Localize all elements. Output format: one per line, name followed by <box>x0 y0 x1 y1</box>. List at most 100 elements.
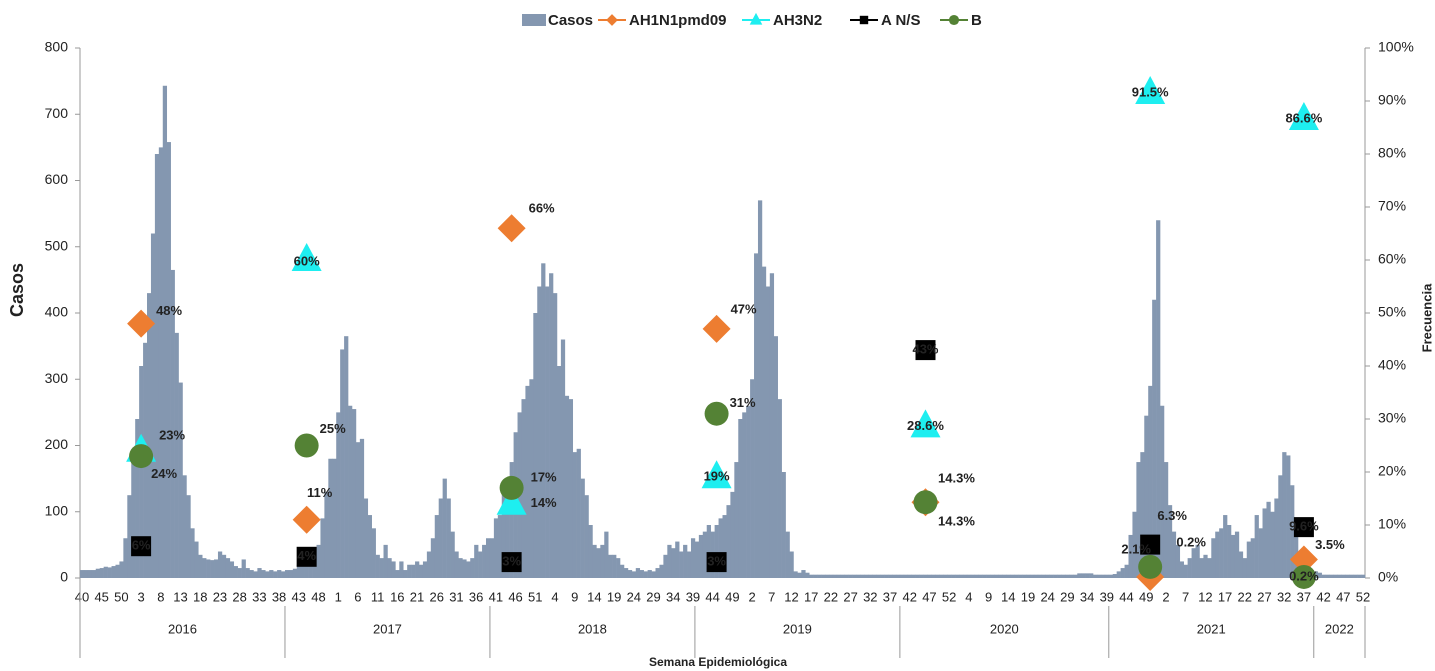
x-group-label: 2018 <box>578 621 607 636</box>
x-tick-label: 42 <box>902 589 916 604</box>
bar <box>651 571 656 578</box>
bar <box>351 409 357 578</box>
bar <box>1163 462 1169 578</box>
x-tick-label: 17 <box>804 589 818 604</box>
marker <box>913 490 938 515</box>
bar <box>647 570 652 578</box>
legend-label: B <box>971 12 982 29</box>
bar <box>458 558 463 578</box>
bar <box>127 495 132 578</box>
bar <box>1116 571 1121 578</box>
bar <box>840 574 845 578</box>
data-label: 66% <box>529 201 555 216</box>
bar <box>83 570 89 578</box>
bar <box>604 531 609 578</box>
bar <box>1108 574 1114 578</box>
bar <box>154 154 160 578</box>
bar <box>139 366 144 578</box>
bar <box>1286 455 1291 578</box>
x-tick-label: 29 <box>646 589 660 604</box>
bar <box>1353 574 1358 578</box>
bar <box>1274 498 1279 578</box>
marker <box>1291 564 1316 589</box>
x-group-label: 2021 <box>1197 621 1226 636</box>
bar <box>545 286 550 578</box>
x-tick-label: 49 <box>725 589 739 604</box>
data-label: 17% <box>531 469 557 484</box>
bar <box>911 574 916 578</box>
bar <box>612 554 617 578</box>
legend-label: AH1N1pmd09 <box>629 12 727 29</box>
bar <box>1167 505 1173 578</box>
bar <box>1219 528 1224 578</box>
data-label: 23% <box>159 428 185 443</box>
bar <box>249 570 254 578</box>
bar <box>1037 574 1043 578</box>
bar <box>194 541 199 578</box>
bar <box>726 505 731 578</box>
bar <box>1179 561 1184 578</box>
bar <box>1124 564 1129 578</box>
marker <box>496 486 527 515</box>
bar <box>754 253 759 578</box>
bar <box>596 548 601 578</box>
x-tick-label: 17 <box>1218 589 1232 604</box>
bar <box>340 349 345 578</box>
bar <box>809 574 814 578</box>
bar <box>734 462 739 578</box>
bar <box>497 515 503 578</box>
bar <box>675 541 680 578</box>
y2-tick-label: 40% <box>1378 357 1406 373</box>
bar <box>273 571 278 578</box>
legend-label: AH3N2 <box>773 12 822 29</box>
bar <box>355 442 361 578</box>
bar <box>107 567 112 578</box>
bar <box>907 574 913 578</box>
bar <box>1120 568 1125 578</box>
x-tick-label: 52 <box>1356 589 1370 604</box>
x-tick-label: 39 <box>1100 589 1114 604</box>
bar <box>1069 574 1074 578</box>
bar <box>742 412 747 578</box>
bar <box>1100 574 1106 578</box>
bar <box>864 574 869 578</box>
bar <box>399 561 404 578</box>
bar <box>442 478 447 578</box>
bar <box>998 574 1003 578</box>
marker <box>1289 545 1318 574</box>
bar <box>363 498 369 578</box>
x-tick-label: 26 <box>429 589 443 604</box>
bar <box>935 574 940 578</box>
y-tick-label: 0 <box>60 569 68 585</box>
bar <box>769 273 775 578</box>
bar <box>462 559 467 578</box>
x-axis-title: Semana Epidemiológica <box>649 655 787 669</box>
bar <box>797 572 802 578</box>
bar <box>553 293 558 578</box>
bar <box>300 559 305 578</box>
x-tick-label: 24 <box>1040 589 1054 604</box>
bar <box>1104 574 1110 578</box>
data-label: 11% <box>307 485 333 500</box>
bar <box>1148 385 1153 578</box>
x-tick-label: 24 <box>627 589 641 604</box>
bar <box>580 478 585 578</box>
data-label: 28.6% <box>907 418 944 433</box>
bar <box>454 551 459 578</box>
bar <box>1242 558 1248 578</box>
bar <box>147 293 152 578</box>
marker <box>701 460 732 489</box>
bar <box>135 419 140 578</box>
data-label: 91.5% <box>1132 84 1169 99</box>
y-tick-label: 500 <box>45 237 69 253</box>
bar <box>576 448 581 578</box>
bar <box>1160 405 1165 578</box>
bar <box>714 525 719 578</box>
x-tick-label: 44 <box>1119 589 1133 604</box>
bar <box>608 554 613 578</box>
bar <box>1073 574 1078 578</box>
bar <box>1033 574 1039 578</box>
bar <box>1132 511 1137 578</box>
bar <box>1187 558 1192 578</box>
bar <box>1215 531 1220 578</box>
